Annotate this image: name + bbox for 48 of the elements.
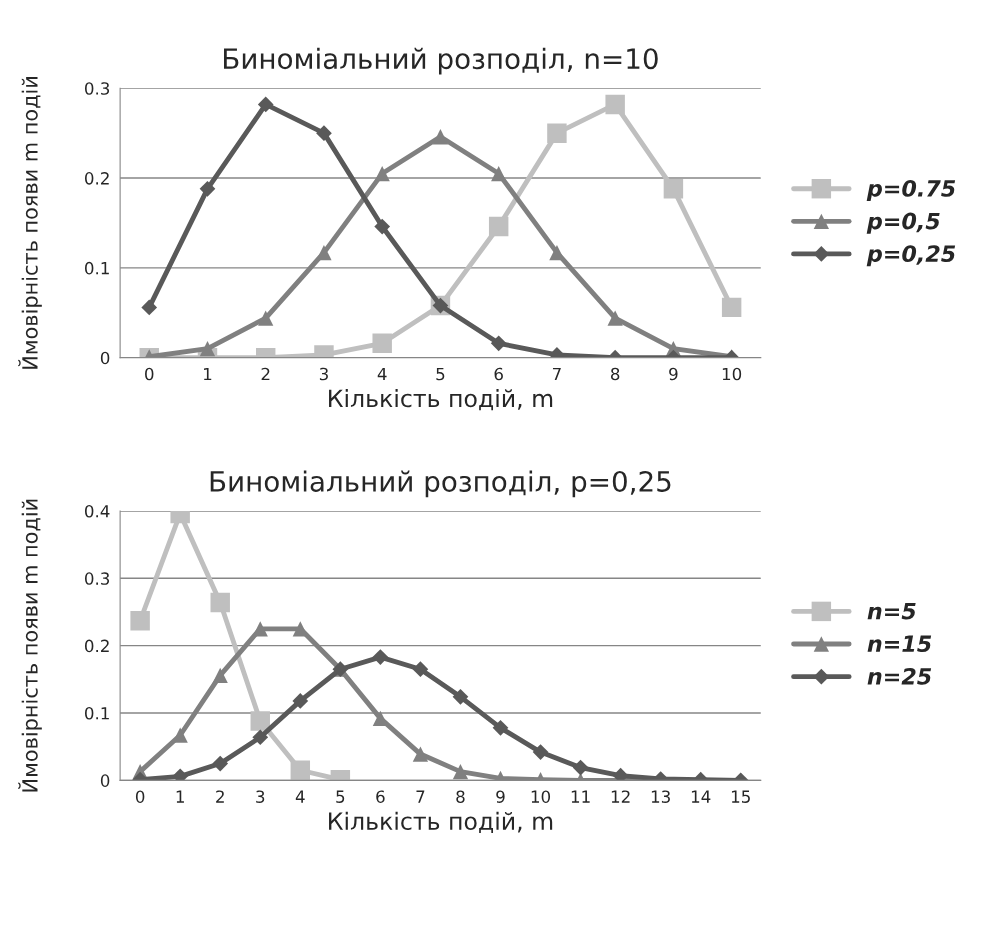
x-tick-label: 10 [531, 790, 551, 803]
y-tick-label: 0.4 [84, 504, 110, 518]
x-tick-label: 7 [552, 367, 561, 381]
x-tick-label: 5 [336, 790, 345, 803]
x-tick-label: 9 [496, 790, 505, 803]
x-tick-label: 3 [256, 790, 265, 803]
x-axis-title: Кількість подій, m [329, 389, 553, 411]
y-tick-label: 0.3 [84, 572, 110, 585]
y-tick-label: 0 [100, 774, 110, 787]
legend-label: n=15 [867, 635, 932, 653]
x-tick-label: 6 [376, 790, 385, 803]
x-tick-label: 9 [669, 367, 678, 381]
y-axis-title: Ймовірність появи m подій [18, 499, 42, 792]
y-tick-label: 0 [100, 351, 110, 365]
chart-title: Биноміальний розподіл, n=10 [224, 47, 658, 75]
legend-label: p=0.75 [866, 179, 956, 202]
x-tick-label: 11 [571, 790, 590, 803]
legend-label: n=25 [867, 667, 932, 685]
legend-label: n=5 [867, 602, 916, 620]
x-tick-label: 8 [456, 790, 465, 803]
x-tick-label: 13 [651, 790, 670, 803]
x-tick-label: 2 [216, 790, 224, 803]
x-tick-label: 0 [135, 790, 145, 803]
x-tick-label: 5 [436, 367, 445, 381]
x-tick-label: 3 [319, 367, 328, 381]
x-tick-label: 1 [176, 790, 184, 803]
y-tick-label: 0.2 [84, 172, 109, 185]
y-tick-label: 0.1 [84, 261, 109, 275]
legend-label: p=0,25 [866, 245, 956, 267]
x-tick-label: 7 [416, 790, 425, 803]
x-tick-label: 12 [611, 790, 630, 803]
chart-title: Биноміальний розподіл, p=0,25 [210, 470, 671, 498]
y-tick-label: 0.3 [84, 82, 110, 95]
y-axis-title: Ймовірність появи m подій [18, 77, 42, 369]
x-tick-label: 10 [722, 367, 742, 381]
legend-label: p=0,5 [866, 212, 940, 234]
x-tick-label: 15 [731, 790, 750, 803]
x-tick-label: 8 [610, 367, 620, 381]
x-tick-label: 4 [377, 367, 387, 381]
x-tick-label: 1 [204, 367, 212, 381]
x-tick-label: 14 [691, 790, 711, 803]
x-tick-label: 6 [494, 367, 503, 381]
y-tick-label: 0.1 [84, 706, 109, 720]
x-axis-title: Кількість подій, m [329, 811, 553, 833]
x-tick-label: 4 [295, 790, 305, 803]
x-tick-label: 2 [261, 367, 270, 381]
x-tick-label: 0 [145, 367, 154, 381]
y-tick-label: 0.2 [84, 639, 109, 653]
